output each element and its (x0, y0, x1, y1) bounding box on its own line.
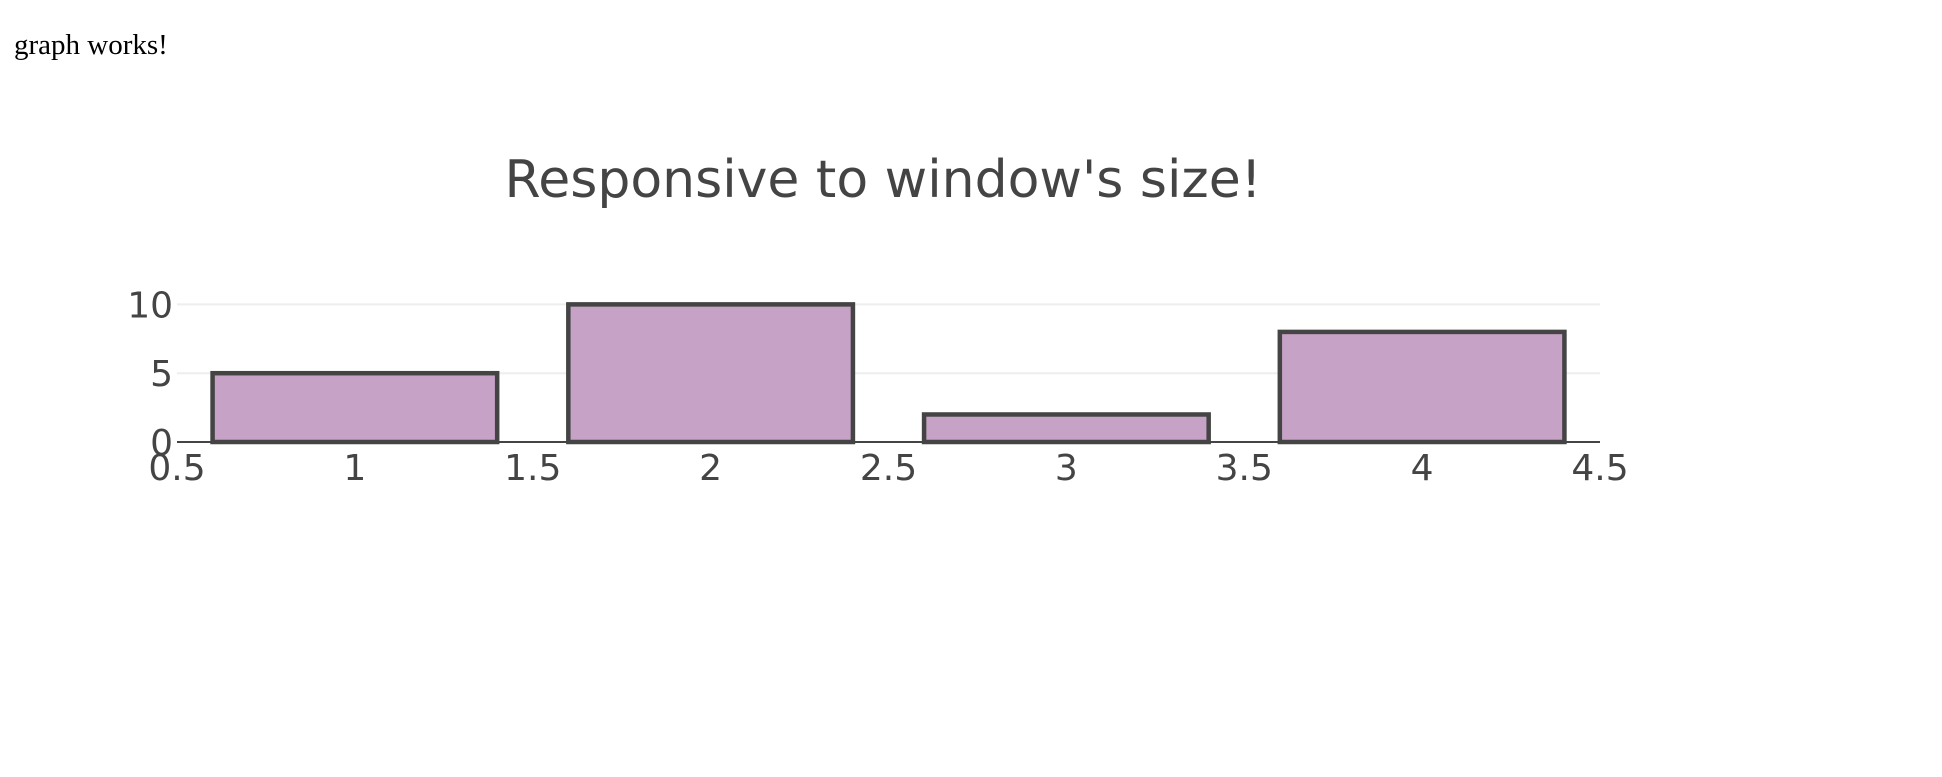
bar[interactable] (210, 370, 500, 445)
x-tick-label: 4 (1411, 448, 1434, 489)
x-tick-label: 0.5 (148, 448, 205, 489)
y-tick-label: 10 (127, 285, 173, 326)
bars-layer (210, 302, 1567, 445)
x-tick-label: 2.5 (860, 448, 917, 489)
page-heading: graph works! (14, 29, 168, 61)
y-tick-labels: 0 5 10 (127, 285, 173, 464)
y-tick-label: 5 (150, 354, 173, 395)
x-tick-label: 3 (1055, 448, 1078, 489)
bar[interactable] (566, 302, 856, 445)
x-tick-label: 1 (343, 448, 366, 489)
bar[interactable] (1277, 329, 1567, 445)
x-tick-labels: 0.5 1 1.5 2 2.5 3 3.5 4 4.5 (148, 448, 1628, 489)
x-tick-label: 4.5 (1571, 448, 1628, 489)
y-tick-label: 0 (150, 423, 173, 464)
x-tick-label: 1.5 (504, 448, 561, 489)
x-tick-label: 2 (699, 448, 722, 489)
chart-title: Responsive to window's size! (504, 150, 1261, 210)
x-tick-label: 3.5 (1216, 448, 1273, 489)
bar[interactable] (921, 412, 1211, 445)
